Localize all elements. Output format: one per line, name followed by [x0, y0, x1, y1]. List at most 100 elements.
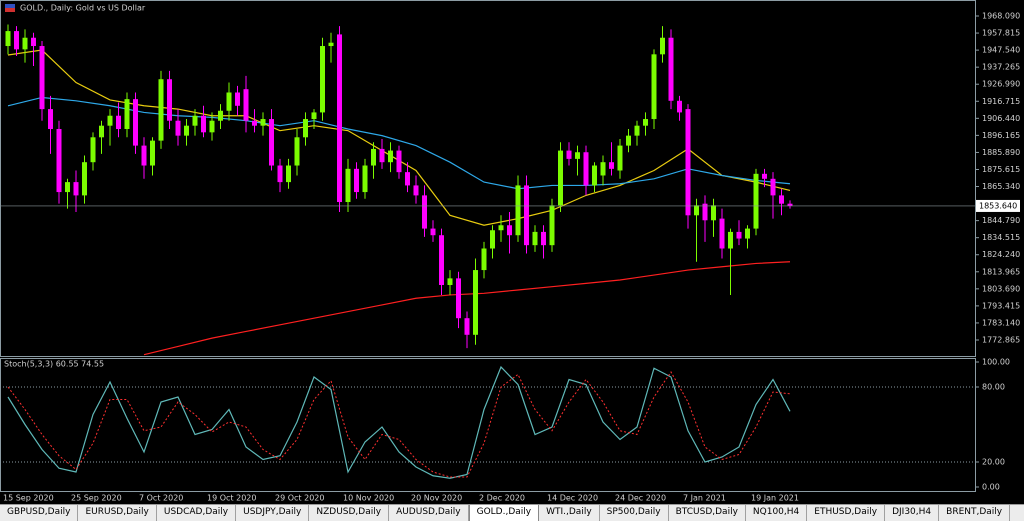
candle-body [600, 162, 606, 176]
candle-body [396, 150, 402, 173]
candle-body [481, 248, 487, 271]
candle-body [515, 185, 521, 236]
candle-body [260, 119, 266, 126]
candle-body [65, 182, 70, 193]
price-label: 1853.640 [979, 201, 1017, 210]
chart-tab[interactable]: SP500,Daily [600, 505, 669, 521]
y-tick-label: 1803.690 [982, 284, 1020, 293]
candle-body [39, 46, 45, 110]
candle-body [175, 120, 181, 136]
candle-body [243, 89, 249, 121]
candle-body [702, 203, 708, 221]
stoch-line [7, 365, 791, 479]
candle-body [286, 165, 291, 183]
candle-body [133, 99, 138, 146]
chart-tab[interactable]: USDJPY,Daily [236, 505, 310, 521]
chart-title: GOLD., Daily: Gold vs US Dollar [20, 4, 146, 13]
candle-body [201, 115, 206, 133]
chart-tab[interactable]: GBPUSD,Daily [0, 505, 79, 521]
candle-body [532, 231, 538, 246]
chart-tab[interactable]: NZDUSD,Daily [309, 505, 390, 521]
candle-body [694, 205, 699, 216]
moving-average [7, 96, 791, 190]
candle-body [770, 178, 776, 196]
chart-tab[interactable]: NQ100,H4 [746, 505, 808, 521]
candle-body [141, 145, 147, 166]
x-tick-label: 24 Dec 2020 [615, 494, 666, 503]
candle-body [269, 119, 274, 166]
candle-body [235, 92, 240, 106]
candle-body [388, 150, 393, 163]
candle-body [405, 172, 410, 186]
candle-body [634, 125, 640, 136]
moving-average [143, 261, 791, 356]
candle-body [609, 162, 614, 169]
chart-tab[interactable]: WTI.,Daily [539, 505, 600, 521]
chart-tab[interactable]: USDCAD,Daily [157, 505, 237, 521]
candle-body [745, 228, 750, 239]
candle-body [685, 109, 691, 216]
y-tick-label: 1916.715 [982, 97, 1020, 106]
candle-body [490, 230, 495, 249]
candle-body [73, 182, 79, 196]
candle-body [617, 145, 623, 171]
candle-body [184, 125, 189, 136]
x-tick-label: 10 Nov 2020 [343, 494, 394, 503]
candle-body [711, 205, 716, 221]
x-tick-label: 29 Oct 2020 [275, 494, 324, 503]
x-tick-label: 14 Dec 2020 [547, 494, 598, 503]
chart-tab[interactable]: DJI30,H4 [885, 505, 940, 521]
candle-body [439, 235, 444, 286]
candle-body [320, 46, 325, 113]
candle-body [753, 173, 759, 229]
chart-tab[interactable]: ETHUSD,Daily [807, 505, 886, 521]
candle-body [413, 185, 419, 196]
candle-body [107, 115, 113, 126]
y-tick-label: 1906.440 [982, 114, 1020, 123]
candle-body [447, 278, 453, 286]
candle-body [311, 112, 317, 120]
candle-body [294, 137, 300, 166]
candle-body [328, 42, 334, 47]
y-tick-label: 1772.865 [982, 335, 1020, 344]
candle-body [558, 150, 563, 206]
chart-tab[interactable]: AUDUSD,Daily [389, 505, 469, 521]
y-tick-label: 20.00 [982, 458, 1005, 467]
chart-tab[interactable]: EURUSD,Daily [78, 505, 157, 521]
candle-body [354, 168, 359, 193]
candle-body [456, 278, 461, 319]
candle-body [592, 165, 597, 186]
y-tick-label: 1834.515 [982, 233, 1020, 242]
stoch-panel [0, 358, 976, 492]
candle-body [719, 218, 725, 249]
candle-body [345, 168, 351, 203]
indicator-title: Stoch(5,3,3) 60.55 74.55 [4, 360, 104, 369]
candle-body [99, 125, 104, 138]
candle-body [371, 148, 376, 166]
x-tick-label: 25 Sep 2020 [71, 494, 122, 503]
y-tick-label: 1896.165 [982, 131, 1020, 140]
candle-body [48, 109, 53, 130]
candle-body [218, 110, 223, 121]
x-tick-label: 7 Oct 2020 [139, 494, 183, 503]
candle-body [549, 205, 555, 246]
y-tick-label: 1875.615 [982, 165, 1020, 174]
candle-body [14, 31, 19, 50]
candle-body [150, 140, 155, 166]
candle-body [787, 203, 793, 206]
candle-body [209, 120, 215, 133]
y-tick-label: 1783.140 [982, 318, 1020, 327]
candle-body [167, 79, 172, 121]
x-tick-label: 2 Dec 2020 [479, 494, 525, 503]
chart-tab[interactable]: BTCUSD,Daily [669, 505, 746, 521]
candle-body [762, 173, 767, 179]
candle-body [779, 195, 784, 204]
chart-tab[interactable]: GOLD.,Daily [468, 505, 540, 521]
y-tick-label: 100.00 [982, 358, 1010, 367]
candle-body [22, 37, 28, 50]
x-tick-label: 19 Oct 2020 [207, 494, 256, 503]
symbol-icon-stripe [5, 8, 15, 12]
candle-body [736, 231, 742, 239]
chart-tab[interactable]: BRENT,Daily [939, 505, 1011, 521]
